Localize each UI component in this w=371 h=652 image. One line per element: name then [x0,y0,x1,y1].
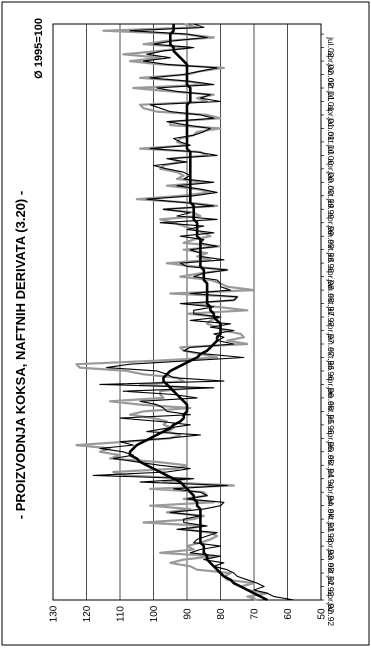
time-tick-label: apr.92 [326,590,336,614]
time-tick-label: okt.96 [326,347,336,370]
time-tick-label: jan.97 [326,333,336,357]
time-tick-label: apr.94 [326,482,336,506]
time-tick-label: jul.97 [326,306,336,328]
time-tick-label: jan.99 [326,225,336,249]
time-tick-label: jul.00 [326,144,336,166]
time-tick-label: jul.98 [326,252,336,274]
axes: 50 60 70 80 90 100 110 120 130 jan.92apr.92jul.92… [49,33,336,626]
time-tick-label: okt.99 [326,185,336,208]
time-tick-label: jan.01 [326,117,336,141]
value-tick-label: 100 [149,605,160,622]
time-tick-label: apr.01 [326,104,336,128]
time-tick-label: jul.02 [326,36,336,58]
time-tick-label: okt.00 [326,131,336,154]
time-tick-label: jul.01 [326,90,336,112]
time-tick-label: jan.95 [326,440,336,464]
time-tick-label: okt.92 [326,563,336,586]
time-tick-label: okt.95 [326,401,336,424]
time-tick-label: jan.94 [326,494,336,518]
time-tick-label: apr.95 [326,428,336,452]
time-tick-label: apr.93 [326,536,336,560]
time-tick-label: jul.93 [326,521,336,543]
time-tick-label: jan.96 [326,386,336,410]
chart-title: - PROIZVODNJA KOKSA, NAFTNIH DERIVATA (3… [13,191,28,519]
time-tick-label: okt.98 [326,239,336,262]
time-tick-label: jan.98 [326,279,336,303]
time-tick-label: okt.94 [326,455,336,478]
labels: - PROIZVODNJA KOKSA, NAFTNIH DERIVATA (3… [13,18,45,519]
time-tick-label: apr.02 [326,51,336,75]
series-line-1 [75,22,269,602]
time-tick-label: jan.00 [326,171,336,195]
time-tick-label: apr.96 [326,374,336,398]
time-tick-label: apr.99 [326,212,336,236]
series-line-2 [92,23,295,601]
time-tick-label: jan.93 [326,548,336,572]
value-tick-label: 110 [116,606,127,622]
time-tick-label: jul.94 [326,467,336,489]
value-tick-label: 70 [250,608,261,620]
time-tick-label: apr.98 [326,266,336,290]
value-tick-label: 90 [183,608,194,620]
time-tick-label: apr.00 [326,158,336,182]
time-tick-label: apr.97 [326,320,336,344]
time-tick-label: okt.93 [326,509,336,532]
value-tick-label: 80 [216,608,227,620]
base-note: Ø 1995=100 [33,18,45,79]
time-tick-label: okt.97 [326,293,336,316]
time-tick-label: okt.01 [326,78,336,101]
value-tick-label: 120 [82,605,93,622]
value-tick-label: 50 [317,608,328,620]
value-tick-label: 60 [283,608,294,620]
time-tick-label: jan.92 [326,602,336,626]
time-tick-label: jan.02 [326,63,336,87]
time-tick-label: jul.95 [326,413,336,435]
series-line-3 [128,24,268,602]
value-tick-label: 130 [49,605,60,622]
time-tick-label: jul.92 [326,575,336,597]
time-tick-label: jul.96 [326,359,336,381]
time-tick-label: jul.99 [326,198,336,220]
series-group [75,22,295,602]
